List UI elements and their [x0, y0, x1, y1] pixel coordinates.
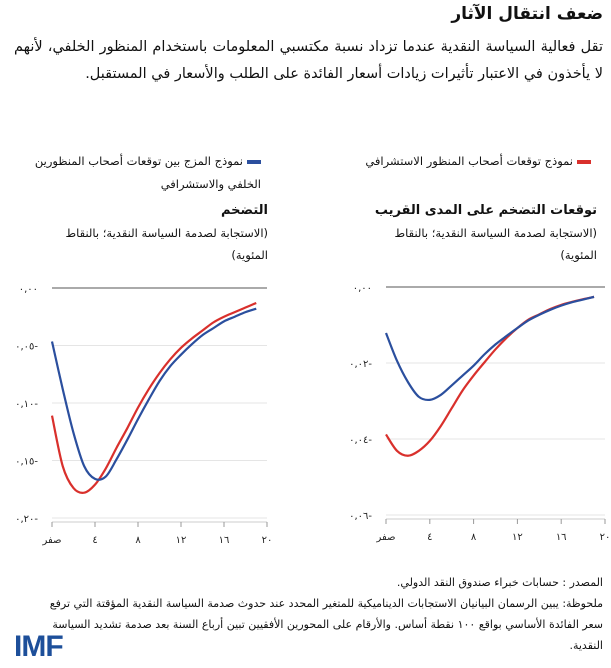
y-tick-label: ٠,٠٠: [353, 283, 372, 294]
y-tick-label: ٠,٠٤-: [349, 435, 372, 446]
legend-label: نموذج المزج بين توقعات أصحاب المنظورين ا…: [34, 154, 261, 191]
legend-item-hybrid: نموذج المزج بين توقعات أصحاب المنظورين ا…: [31, 150, 261, 196]
x-tick-label: ٤: [427, 532, 432, 543]
legend-label: نموذج توقعات أصحاب المنظور الاستشرافي: [365, 154, 573, 168]
legend-item-forward: نموذج توقعات أصحاب المنظور الاستشرافي: [331, 150, 591, 173]
series-line-forward: [50, 301, 257, 494]
y-tick-label: ٠,١٠-: [15, 399, 38, 410]
x-tick-label: صفر: [375, 532, 395, 543]
intro-text: تقل فعالية السياسة النقدية عندما تزداد ن…: [14, 39, 603, 82]
y-tick-label: ٠,١٥-: [15, 457, 38, 468]
x-tick-label: ٨: [135, 535, 141, 546]
x-tick-label: ١٢: [176, 535, 187, 546]
note-text: ملحوظة: يبين الرسمان البيانيان الاستجابا…: [49, 597, 603, 652]
x-tick-label: ١٢: [512, 532, 523, 543]
y-tick-label: ٠,٢٠-: [15, 514, 38, 525]
y-tick-label: ٠,٠٠: [19, 284, 38, 295]
legend-swatch-blue: [247, 159, 261, 164]
legend-swatch-red: [577, 159, 591, 164]
x-tick-label: ١٦: [556, 532, 567, 543]
chart-title-right: توقعات التضخم على المدى القريب: [374, 203, 597, 218]
x-tick-label: ٢٠: [600, 532, 611, 543]
x-tick-label: صفر: [41, 535, 61, 546]
notes: المصدر : حسابات خبراء صندوق النقد الدولي…: [43, 572, 603, 656]
y-tick-label: ٠,٠٦-: [349, 511, 372, 522]
y-tick-label: ٠,٠٥-: [15, 342, 38, 353]
figure-title: ضعف انتقال الآثار: [451, 4, 603, 24]
imf-logo: IMF: [14, 630, 64, 663]
chart-subtitle-right: (الاستجابة لصدمة السياسة النقدية؛ بالنقا…: [394, 226, 597, 262]
source-note: المصدر : حسابات خبراء صندوق النقد الدولي…: [396, 576, 603, 589]
y-tick-label: ٠,٠٢-: [349, 359, 372, 370]
x-tick-label: ٤: [92, 535, 97, 546]
x-tick-label: ١٦: [219, 535, 230, 546]
x-tick-label: ٢٠: [262, 535, 273, 546]
series-line-forward: [385, 295, 595, 457]
chart-subtitle-left: (الاستجابة لصدمة السياسة النقدية؛ بالنقا…: [65, 226, 268, 262]
x-tick-label: ٨: [471, 532, 477, 543]
series-line-hybrid: [50, 307, 257, 481]
chart-title-left: التضخم: [220, 203, 268, 218]
series-line-hybrid: [384, 295, 595, 402]
